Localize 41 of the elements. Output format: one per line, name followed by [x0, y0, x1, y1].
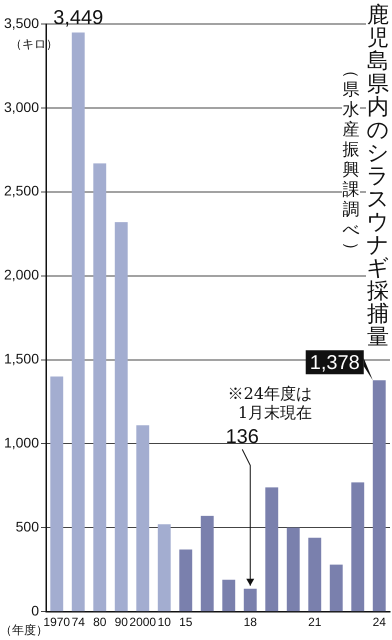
bar: [179, 549, 192, 612]
annotation: ※24年度は1月末現在: [226, 384, 312, 422]
data-label: 1,378: [310, 352, 360, 374]
y-tick-label: 1,000: [4, 434, 40, 451]
bar: [136, 425, 150, 612]
x-tick-label: 15: [179, 615, 193, 630]
bar: [158, 524, 171, 612]
x-tick-label: 1970: [43, 615, 70, 630]
chart-title: 鹿児島県内のシラスウナギ採捕量: [366, 3, 390, 350]
x-tick-label: 2000: [129, 615, 156, 630]
x-tick-label: 24: [372, 615, 386, 630]
x-tick-label: 18: [244, 615, 258, 630]
bar: [330, 564, 343, 612]
y-tick-label: 1,500: [4, 350, 40, 367]
y-tick-label: 500: [16, 518, 40, 535]
y-tick-label: 2,000: [4, 266, 40, 283]
bar: [50, 376, 64, 612]
y-tick-label: 3,500: [4, 14, 40, 31]
bar: [265, 487, 278, 612]
bar: [286, 528, 300, 612]
bar: [351, 482, 364, 612]
data-label: 136: [226, 426, 259, 448]
data-label: 3,449: [53, 7, 104, 30]
x-tick-label: 80: [93, 615, 107, 630]
bar: [308, 538, 322, 612]
x-tick-label: 74: [72, 615, 86, 630]
x-tick-label: 10: [158, 615, 172, 630]
y-axis-title: （キロ）: [10, 36, 58, 53]
text: （県水産振興課調べ）: [341, 62, 362, 258]
bar: [200, 516, 214, 612]
y-tick-label: 2,500: [4, 182, 40, 199]
bar: [244, 588, 257, 612]
bar: [72, 32, 85, 612]
bar: [222, 580, 236, 612]
x-tick-label: 90: [114, 615, 128, 630]
bar: [114, 222, 128, 612]
y-tick-label: 3,000: [4, 98, 40, 115]
bar: [93, 163, 106, 612]
x-tick-label: 21: [308, 615, 322, 630]
y-tick-label: 0: [31, 602, 40, 618]
bar: [372, 380, 386, 612]
